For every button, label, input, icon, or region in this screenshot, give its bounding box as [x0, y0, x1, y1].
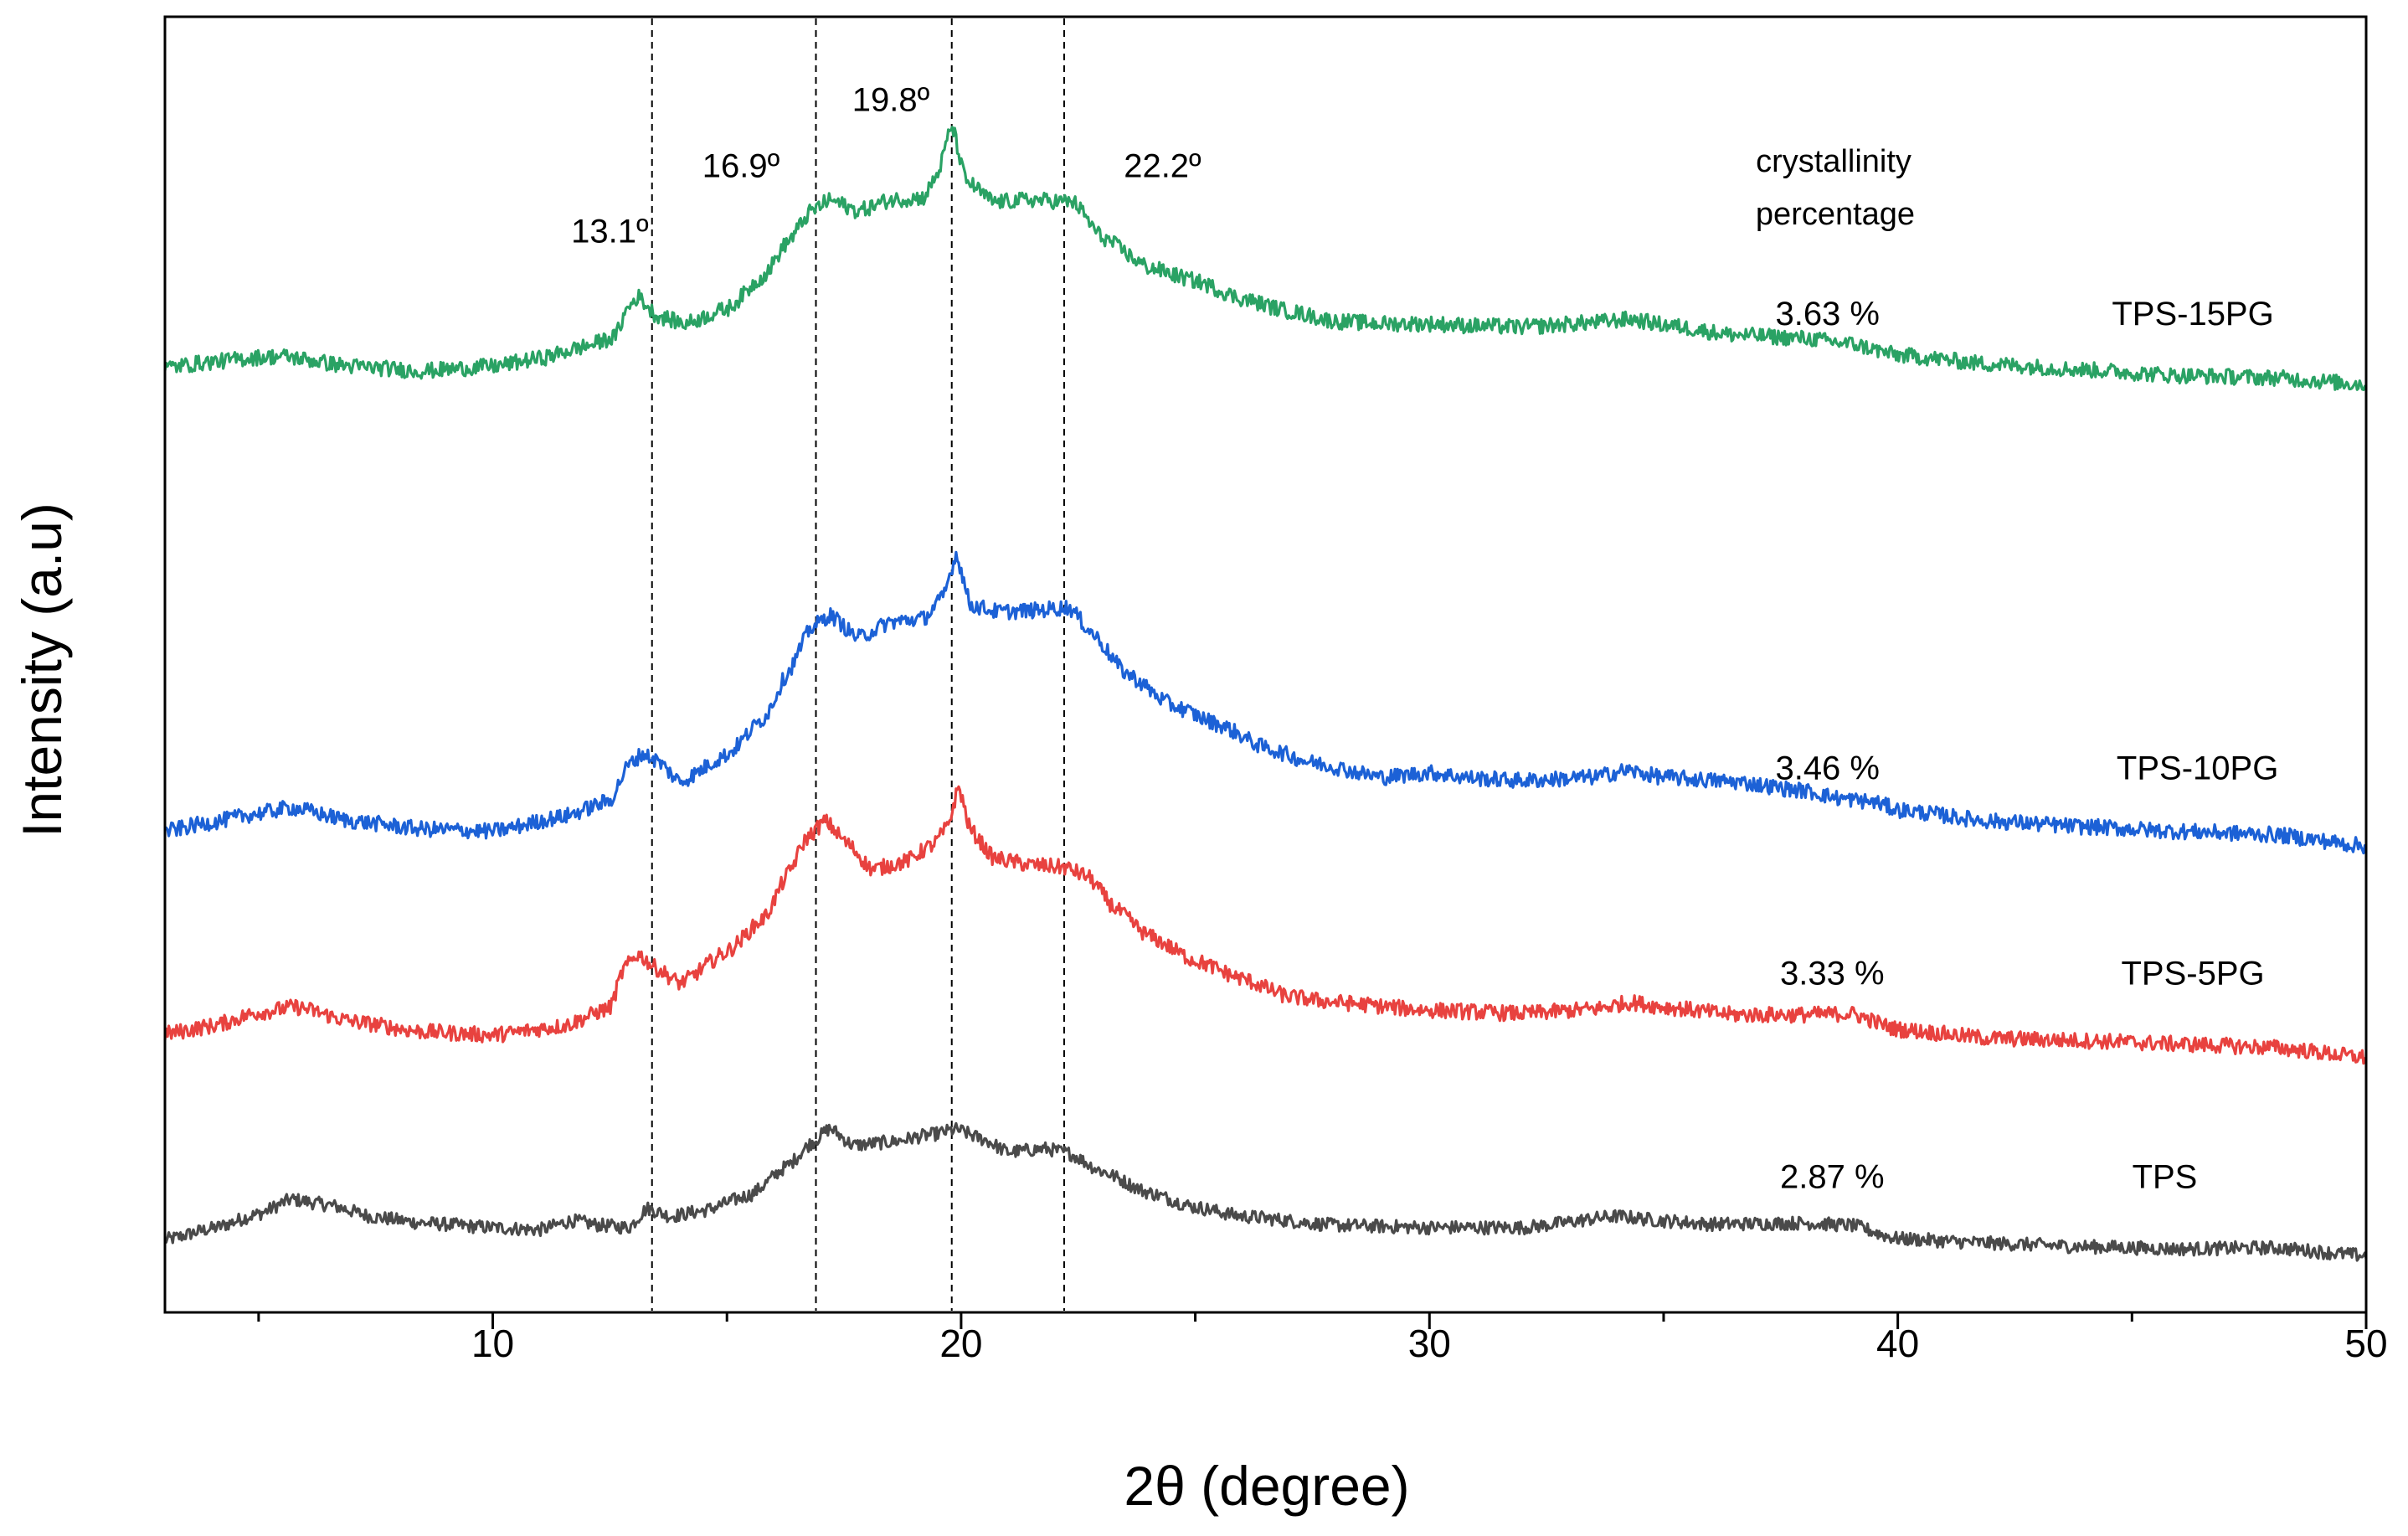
x-tick-label-30: 30	[1408, 1322, 1451, 1365]
series-line-tps-5pg	[163, 785, 2368, 1065]
series-label-tps-5pg: TPS-5PG	[2121, 955, 2264, 992]
x-tick-label-40: 40	[1876, 1322, 1919, 1365]
series-line-tps-10pg	[164, 550, 2368, 855]
series-line-tps	[163, 1121, 2368, 1262]
peak-label-1: 16.9º	[702, 148, 780, 185]
peak-labels: 13.1º 16.9º 19.8º 22.2º	[571, 81, 1201, 250]
peak-label-3: 22.2º	[1124, 148, 1201, 185]
peak-marker-lines	[651, 18, 1065, 1311]
plot-frame	[163, 15, 2368, 1314]
crystallinity-header-line2: percentage	[1756, 197, 1915, 232]
series-label-tps-10pg: TPS-10PG	[2117, 750, 2278, 787]
y-axis-label: Intensity (a.u)	[11, 503, 73, 838]
series-line-tps-15pg	[163, 126, 2368, 391]
crystallinity-value-tps: 2.87 %	[1780, 1159, 1885, 1196]
x-tick-label-50: 50	[2344, 1322, 2387, 1365]
x-tick-label-10: 10	[471, 1322, 514, 1365]
x-axis-ticks: 10 20 30 40 50	[257, 1312, 2388, 1365]
crystallinity-value-tps-10pg: 3.46 %	[1775, 750, 1880, 787]
series-layer	[163, 126, 2368, 1262]
x-axis-label: 2θ (degree)	[1124, 1455, 1409, 1517]
crystallinity-value-tps-15pg: 3.63 %	[1775, 296, 1880, 332]
series-label-tps-15pg: TPS-15PG	[2112, 296, 2273, 332]
crystallinity-value-tps-5pg: 3.33 %	[1780, 955, 1885, 992]
crystallinity-header-line1: crystallinity	[1756, 144, 1911, 179]
series-labels: TPS 2.87 % TPS-5PG 3.33 % TPS-10PG 3.46 % TPS-…	[1775, 296, 2278, 1196]
peak-label-0: 13.1º	[571, 214, 649, 250]
x-tick-label-20: 20	[939, 1322, 982, 1365]
peak-label-2: 19.8º	[852, 81, 930, 118]
series-label-tps: TPS	[2133, 1159, 2198, 1196]
